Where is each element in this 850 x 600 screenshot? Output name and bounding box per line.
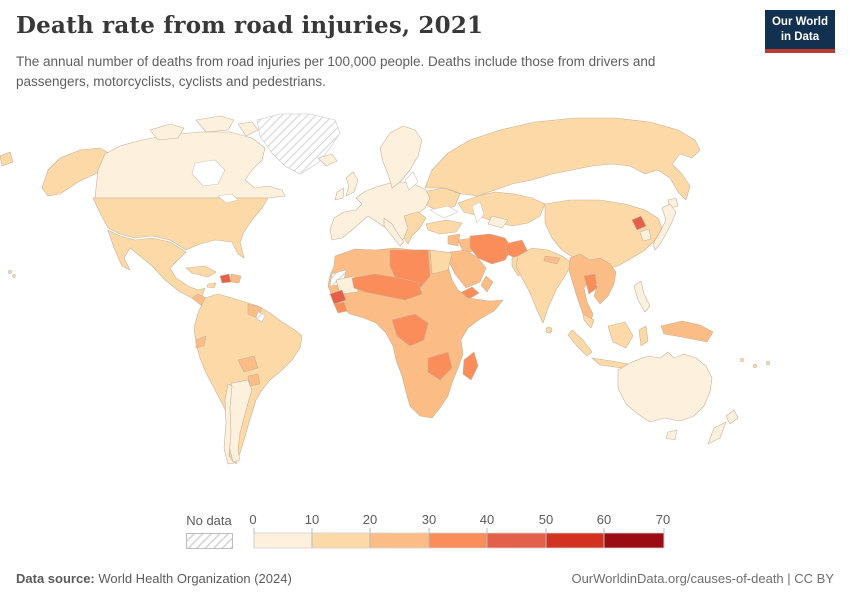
data-source-value: World Health Organization (2024) [94, 571, 292, 586]
legend-bin-30-40[interactable] [429, 533, 487, 548]
region-zambia-zimbabwe[interactable] [427, 351, 453, 381]
region-sri-lanka[interactable] [545, 326, 553, 334]
region-hawaii-2[interactable] [12, 274, 16, 278]
region-canada[interactable] [94, 131, 286, 199]
region-thailand[interactable] [583, 273, 598, 295]
region-pacific-island-2[interactable] [753, 364, 757, 368]
legend-bin-10-20[interactable] [312, 533, 370, 548]
legend-bin-40-50[interactable] [487, 533, 546, 548]
region-new-zealand-south[interactable] [707, 421, 727, 445]
world-map [0, 108, 850, 512]
region-philippines[interactable] [633, 280, 651, 313]
region-sulawesi[interactable] [638, 325, 649, 347]
owid-logo-line2: in Data [780, 30, 820, 43]
region-australia[interactable] [617, 351, 713, 423]
region-china[interactable] [544, 199, 663, 271]
data-source-label: Data source: [16, 571, 95, 586]
region-pacific-island-1[interactable] [740, 358, 744, 362]
region-congo[interactable] [391, 313, 429, 347]
black-sea [429, 205, 459, 219]
region-java[interactable] [591, 357, 629, 369]
no-data-label: No data [186, 513, 232, 528]
region-chukotka-fragment[interactable] [0, 151, 14, 167]
owid-logo[interactable]: Our World in Data [764, 10, 835, 53]
region-japan[interactable] [652, 203, 677, 251]
region-paraguay[interactable] [247, 373, 261, 387]
region-south-korea[interactable] [639, 228, 652, 242]
region-arctic-island-1[interactable] [149, 123, 185, 141]
no-data-swatch[interactable] [186, 533, 233, 549]
region-cuba[interactable] [185, 265, 217, 278]
region-saudi-arabia[interactable] [447, 249, 487, 289]
footer: Data source: World Health Organization (… [16, 571, 834, 586]
legend-tick-30: 30 [421, 512, 437, 527]
baltic-sea [404, 171, 419, 191]
region-french-guiana[interactable] [255, 311, 266, 323]
legend-tick-60: 60 [596, 512, 612, 527]
region-oman[interactable] [480, 275, 494, 293]
region-europe[interactable] [329, 181, 431, 243]
region-jamaica[interactable] [206, 282, 217, 289]
color-scale-bar [253, 528, 665, 549]
region-nepal[interactable] [543, 255, 561, 265]
legend-tick-50: 50 [538, 512, 554, 527]
region-russia[interactable] [424, 117, 701, 201]
hudson-bay [191, 159, 226, 187]
region-se-asia[interactable] [568, 253, 617, 325]
region-italy[interactable] [383, 217, 405, 247]
region-tasmania[interactable] [665, 429, 678, 441]
region-hawaii[interactable] [8, 270, 12, 274]
legend-tick-40: 40 [479, 512, 495, 527]
region-usa[interactable] [92, 197, 269, 259]
legend-bin-0-10[interactable] [254, 533, 312, 548]
region-haiti[interactable] [219, 273, 232, 284]
region-turkey[interactable] [425, 219, 463, 235]
region-uzbekistan[interactable] [487, 215, 509, 229]
region-ecuador[interactable] [195, 335, 207, 349]
region-sumatra[interactable] [567, 329, 593, 357]
page-title: Death rate from road injuries, 2021 [16, 12, 484, 39]
legend-tick-10: 10 [304, 512, 320, 527]
map-legend: No data 0 10 20 30 40 50 60 70 [0, 512, 850, 554]
legend-tick-0: 0 [249, 512, 257, 527]
region-madagascar[interactable] [462, 351, 479, 381]
legend-tick-70: 70 [655, 512, 671, 527]
region-new-zealand-north[interactable] [725, 409, 739, 425]
legend-bin-50-60[interactable] [546, 533, 604, 548]
region-levant[interactable] [447, 233, 461, 247]
region-egypt[interactable] [429, 249, 453, 275]
region-mexico[interactable] [107, 229, 206, 299]
region-india[interactable] [515, 247, 573, 324]
owid-logo-line1: Our World [771, 16, 828, 28]
region-new-guinea[interactable] [660, 320, 714, 343]
region-pacific-island-3[interactable] [766, 361, 770, 365]
region-north-korea[interactable] [631, 215, 647, 231]
region-iran[interactable] [469, 233, 513, 265]
data-source: Data source: World Health Organization (… [16, 571, 292, 586]
region-ireland[interactable] [334, 187, 345, 201]
region-scandinavia[interactable] [379, 125, 423, 189]
region-borneo[interactable] [607, 321, 634, 349]
chart-subtitle: The annual number of deaths from road in… [16, 54, 656, 90]
region-guinea[interactable] [329, 289, 347, 305]
region-bolivia[interactable] [237, 355, 259, 373]
region-malaysia[interactable] [582, 313, 595, 329]
region-uk[interactable] [345, 171, 359, 197]
legend-tick-20: 20 [362, 512, 378, 527]
region-dominican-republic[interactable] [230, 273, 242, 284]
credit-link[interactable]: OurWorldinData.org/causes-of-death | CC … [571, 571, 834, 586]
caspian-sea [471, 201, 485, 224]
legend-bin-60-70[interactable] [604, 533, 664, 548]
legend-bin-20-30[interactable] [370, 533, 429, 548]
region-sahel[interactable] [351, 273, 423, 301]
region-iceland[interactable] [317, 153, 338, 167]
region-arctic-island-3[interactable] [237, 121, 259, 137]
region-balkans[interactable] [403, 211, 427, 245]
region-arctic-island-2[interactable] [195, 115, 235, 133]
region-sierra-leone-liberia[interactable] [333, 301, 348, 314]
region-chile[interactable] [223, 383, 235, 465]
region-south-america[interactable] [193, 293, 303, 465]
great-lakes [217, 193, 239, 204]
